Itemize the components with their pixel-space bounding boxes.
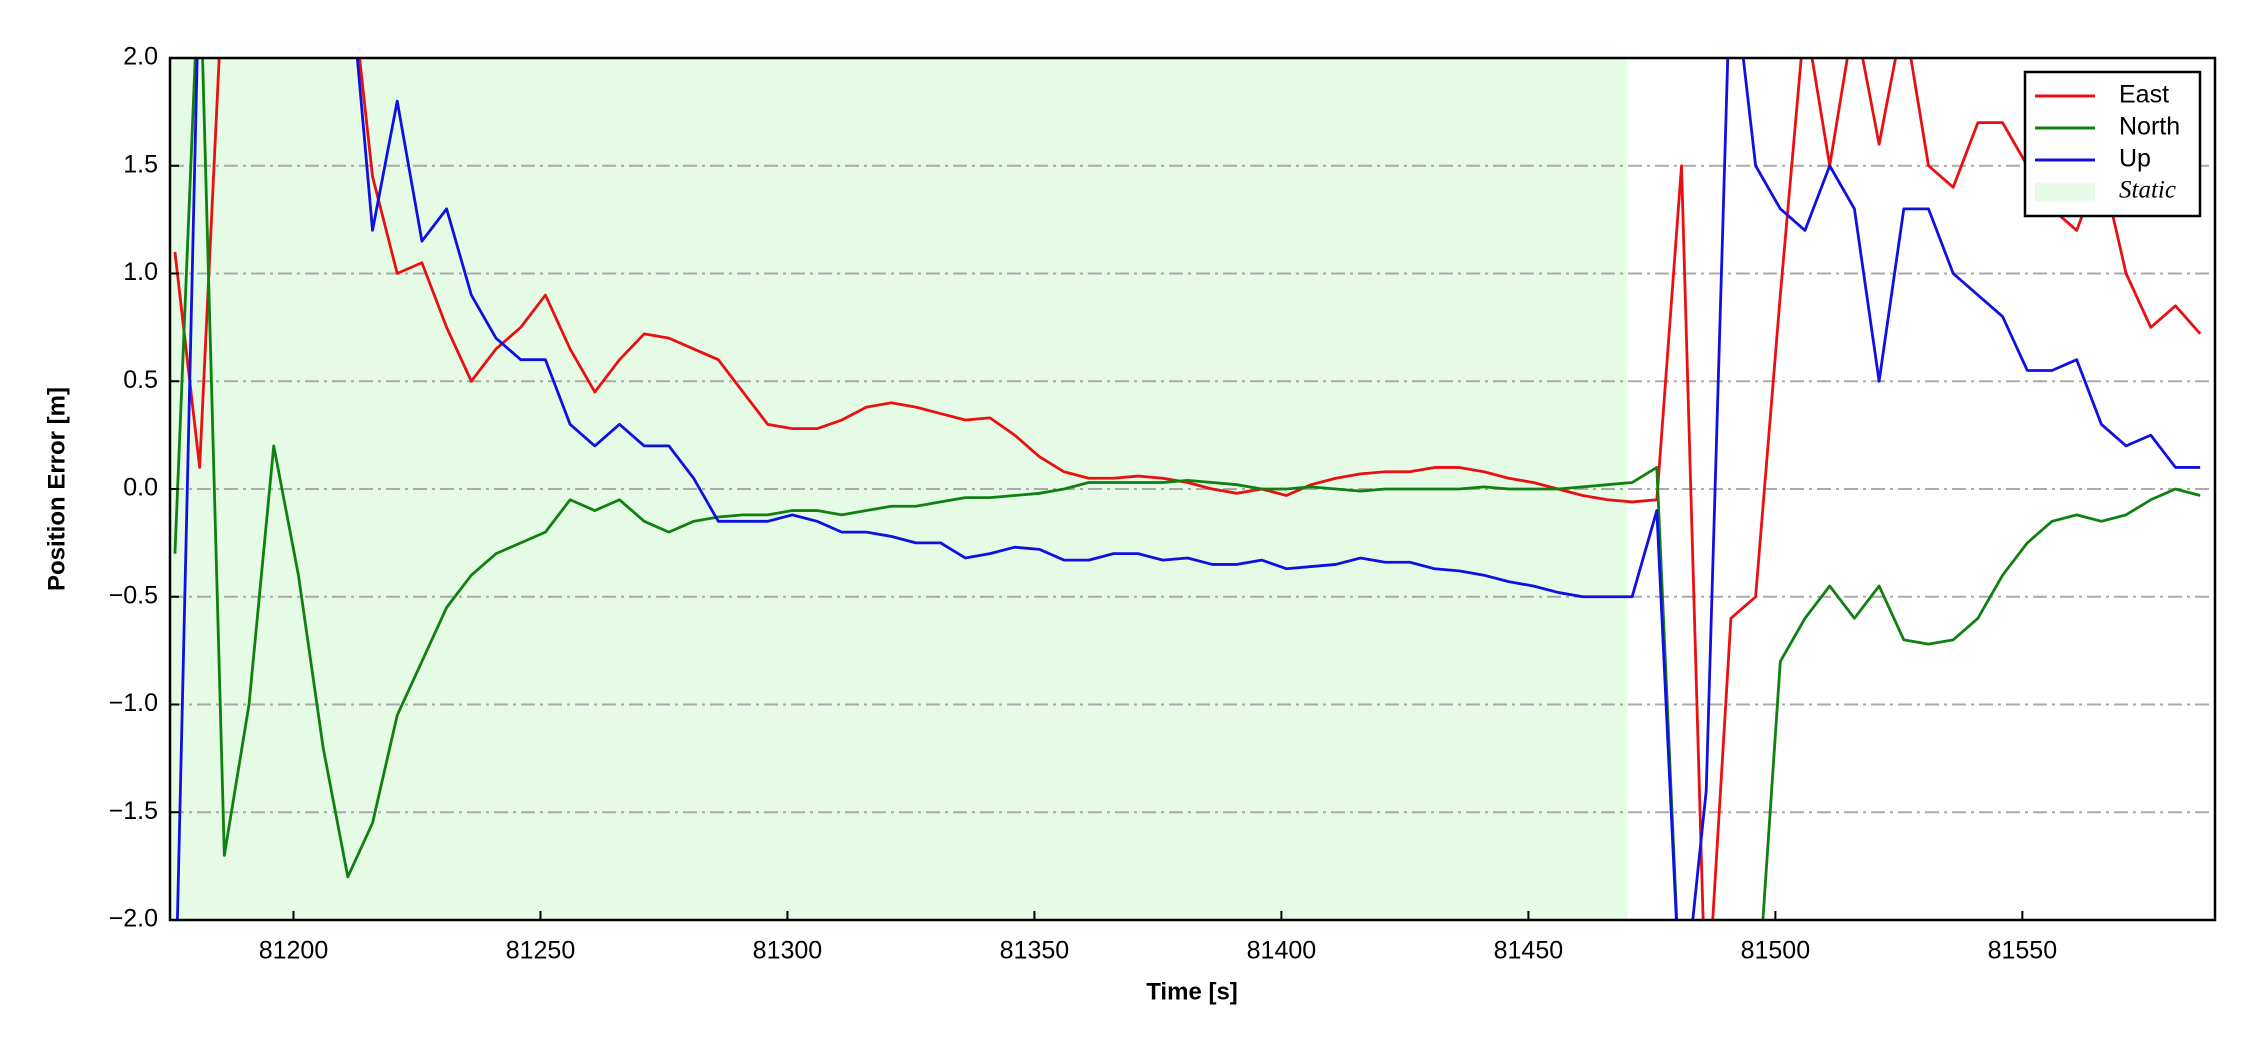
legend-label: Static [2119,177,2176,204]
legend-label: East [2119,81,2169,109]
x-tick-label: 81350 [1000,937,1070,965]
y-tick-label: −2.0 [109,905,158,933]
lines [173,58,2202,920]
y-tick-label: 0.5 [123,366,158,394]
x-tick-label: 81300 [753,937,823,965]
x-tick-label: 81400 [1247,937,1317,965]
x-tick-label: 81250 [506,937,576,965]
x-axis-label: Time [s] [1146,978,1238,1005]
y-tick-label: 1.5 [123,150,158,178]
legend-label: Up [2119,145,2151,173]
y-tick-label: −0.5 [109,581,158,609]
legend-label: North [2119,113,2180,141]
y-tick-label: 2.0 [123,43,158,71]
y-tick-label: 1.0 [123,258,158,286]
x-tick-label: 81500 [1741,937,1811,965]
legend: East North Up Static [2023,70,2202,218]
series-line [173,58,2201,920]
x-tick-label: 81200 [259,937,329,965]
y-tick-label: −1.0 [109,689,158,717]
x-tick-label: 81550 [1988,937,2058,965]
y-axis-label: Position Error [m] [43,387,70,591]
axes: −2.0 −1.5 −1.0 −0.5 0.0 0.5 1.0 1.5 2.0 81200 8125… [109,43,2057,965]
legend-swatch [2035,183,2095,201]
series-line [176,58,2201,920]
y-tick-label: 0.0 [123,474,158,502]
x-tick-label: 81450 [1494,937,1564,965]
y-tick-label: −1.5 [109,797,158,825]
series-line [173,58,2202,920]
